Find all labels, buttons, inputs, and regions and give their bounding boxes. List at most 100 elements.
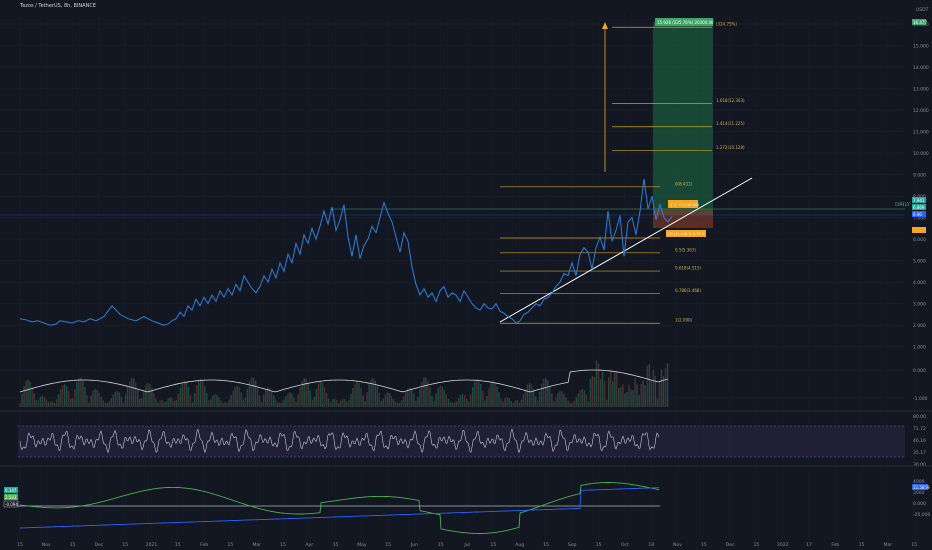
time-axis-label: 15 <box>754 542 760 548</box>
price-axis-label: 7.000 <box>913 216 926 222</box>
price-axis-label: 1.000 <box>913 345 926 351</box>
time-axis-label: 18 <box>648 542 654 548</box>
rsi-line <box>19 428 660 454</box>
price-axis-label: 0.000 <box>913 368 926 374</box>
lower-axis-label: 0.000 <box>913 501 926 507</box>
lower-left-label: 2.543 <box>5 495 17 500</box>
price-axis-label: 10.000 <box>913 151 929 157</box>
right-current: 6.90 <box>913 212 922 217</box>
right-green-a: 7.941 <box>913 198 925 203</box>
fib-level-label: 1.414(11.225) <box>716 121 745 126</box>
time-axis-label: Mar <box>884 542 893 548</box>
trend-line <box>499 177 753 323</box>
time-axis-label: Feb <box>200 542 208 548</box>
time-axis-label: 2022 <box>777 542 789 548</box>
fib-level-label: 1.618(12.303) <box>716 98 745 103</box>
time-axis-label: Jun <box>410 542 418 548</box>
time-axis-label: Oct <box>621 542 629 548</box>
lower-axis-label: -20,000 <box>913 512 931 518</box>
price-line <box>19 178 673 326</box>
lower-left-label-bg <box>4 494 18 500</box>
time-axis-label: 15 <box>280 542 286 548</box>
right-green-b-bg <box>912 204 926 210</box>
volume-ma-line <box>19 369 668 393</box>
time-axis-label: Aug <box>515 542 524 548</box>
lower-left-label-bg <box>4 487 18 493</box>
blue-indicator-line <box>20 487 660 529</box>
target-label-bg <box>655 18 713 26</box>
price-axis-label: 12.000 <box>913 108 929 114</box>
lower-axis-label: 4000 <box>913 479 925 485</box>
daily-label: DAILY <box>895 202 911 208</box>
rsi-axis-label: 71.72 <box>913 426 926 432</box>
time-axis-label: 15 <box>438 542 444 548</box>
time-axis-label: Sep <box>568 542 577 548</box>
fib-level-label: 0(8.431) <box>675 181 693 186</box>
price-axis-label: 6.000 <box>913 237 926 243</box>
rsi-band <box>18 426 905 457</box>
time-axis-label: 15 <box>175 542 181 548</box>
right-current-bg <box>912 211 926 217</box>
position-label-low-bg <box>666 230 706 237</box>
time-axis-label: 17 <box>806 542 812 548</box>
rsi-axis-label: 80.00 <box>913 414 926 420</box>
fib-level-label: 0.618(4.515) <box>675 266 701 271</box>
price-axis-label: 11.000 <box>913 130 929 136</box>
time-axis-label: 15 <box>333 542 339 548</box>
lower-left-label: -0.094 <box>5 502 18 507</box>
fib-level-label: 1(2.090) <box>675 318 693 323</box>
price-axis-label: 14.000 <box>913 65 929 71</box>
fib-level-label: 0.5(5.363) <box>675 247 696 252</box>
position-label-low: 1.9 | (1.1 k) 3. 3.72 2 <box>667 232 704 236</box>
time-axis-label: 15 <box>385 542 391 548</box>
time-axis-label: 15 <box>859 542 865 548</box>
target-label: 15.926 (225.76%) 20304.40 <box>657 20 714 25</box>
fib-level-label: 0.786(3.468) <box>675 288 701 293</box>
right-green-b: 6.869 <box>913 205 925 210</box>
lower-right-label-bg <box>912 484 928 490</box>
right-target-label: 16.477 <box>913 20 927 25</box>
right-orange-bg <box>912 227 926 233</box>
lower-axis-label: 3000 <box>913 490 925 496</box>
time-axis-label: Jul <box>463 542 469 548</box>
fib-level-label: 1.272(10.128) <box>716 145 745 150</box>
stop-zone <box>653 210 713 228</box>
lower-left-label: 0.147 <box>5 488 17 493</box>
currency-label: USDT <box>916 7 929 13</box>
price-axis-label: -1.000 <box>913 396 928 402</box>
time-axis-label: Apr <box>305 542 313 548</box>
time-axis-label: Mar <box>252 542 261 548</box>
time-axis-label: 15 <box>911 542 917 548</box>
lower-left-label-bg <box>3 500 19 508</box>
time-axis-label: 15 <box>70 542 76 548</box>
right-green-a-bg <box>912 197 926 203</box>
time-axis-label: Nov <box>42 542 51 548</box>
time-axis-label: 15 <box>596 542 602 548</box>
rsi-axis-label: 35.17 <box>913 450 926 456</box>
time-axis-label: 15 <box>228 542 234 548</box>
green-indicator-line <box>19 482 660 534</box>
price-axis-label: 13.000 <box>913 87 929 93</box>
price-axis-label: 4.000 <box>913 280 926 286</box>
time-axis-label: Dec <box>726 542 735 548</box>
right-target-bg <box>912 19 926 25</box>
rsi-axis-label: 30.00 <box>913 462 926 468</box>
time-axis-label: 15 <box>17 542 23 548</box>
time-axis-label: Nov <box>673 542 682 548</box>
time-axis-label: Feb <box>831 542 839 548</box>
time-axis-label: Dec <box>95 542 104 548</box>
chart-title: Tezos / TetherUS, 8h, BINANCE <box>20 3 96 9</box>
time-axis-label: May <box>357 542 367 548</box>
price-axis-label: 5.000 <box>913 259 926 265</box>
price-axis-label: 15.000 <box>913 44 929 50</box>
time-axis-label: 15 <box>701 542 707 548</box>
price-axis-label: 3.000 <box>913 302 926 308</box>
price-axis-label: 2.000 <box>913 323 926 329</box>
time-axis-label: 15 <box>491 542 497 548</box>
time-axis-label: 2021 <box>146 542 158 548</box>
fib-level-label: (324.75%) <box>716 22 737 27</box>
target-arrowhead <box>602 22 608 29</box>
rsi-axis-label: 46.16 <box>913 438 926 444</box>
time-axis-label: 15 <box>543 542 549 548</box>
